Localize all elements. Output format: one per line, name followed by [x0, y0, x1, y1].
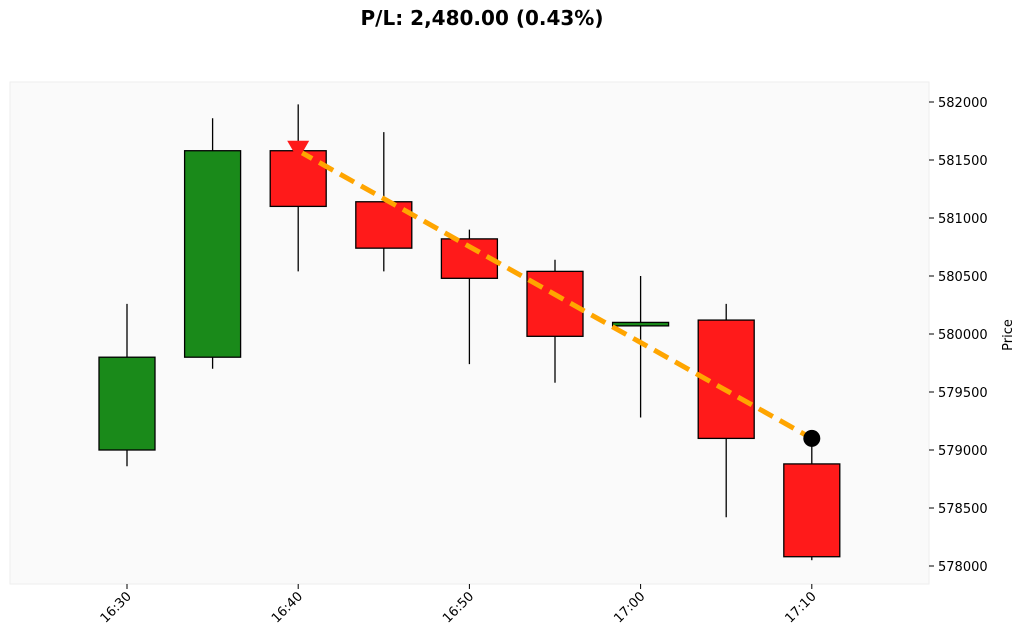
- exit-marker-circle-icon: [803, 429, 821, 447]
- y-tick-label: 578000: [938, 560, 988, 575]
- y-tick-label: 578500: [938, 502, 988, 517]
- trade-layer: [287, 140, 821, 447]
- y-tick-label: 579000: [938, 444, 988, 459]
- trade-line: [296, 148, 814, 441]
- entry-marker-down-triangle-icon: [287, 140, 310, 160]
- candle-body: [355, 201, 413, 249]
- x-tick-label: 17:10: [783, 589, 820, 626]
- y-tick-label: 581500: [938, 154, 988, 169]
- candle: [98, 303, 156, 467]
- candle-body: [183, 150, 242, 358]
- y-tick-label: 580500: [938, 270, 988, 285]
- y-tick-label: 580000: [938, 328, 988, 343]
- x-tick-label: 16:30: [98, 589, 135, 626]
- x-axis: 16:30 16:40 16:50 17:00 17:10: [98, 584, 820, 626]
- y-axis-label: Price: [1001, 319, 1016, 351]
- y-tick-label: 582000: [938, 96, 988, 111]
- candle-body: [783, 463, 841, 558]
- candle: [183, 118, 242, 369]
- y-tick-label: 581000: [938, 212, 988, 227]
- y-tick-label: 579500: [938, 386, 988, 401]
- x-tick-label: 17:00: [611, 589, 648, 626]
- candle-body: [611, 321, 670, 327]
- y-axis: 578000 578500 579000 579500 580000 580500 5810…: [929, 96, 988, 575]
- x-tick-label: 16:40: [269, 589, 306, 626]
- candle-body: [98, 356, 156, 451]
- candle: [611, 276, 670, 418]
- candle: [783, 438, 841, 561]
- chart-title: P/L: 2,480.00 (0.43%): [360, 6, 604, 30]
- x-tick-label: 16:50: [440, 589, 477, 626]
- candle: [355, 132, 413, 272]
